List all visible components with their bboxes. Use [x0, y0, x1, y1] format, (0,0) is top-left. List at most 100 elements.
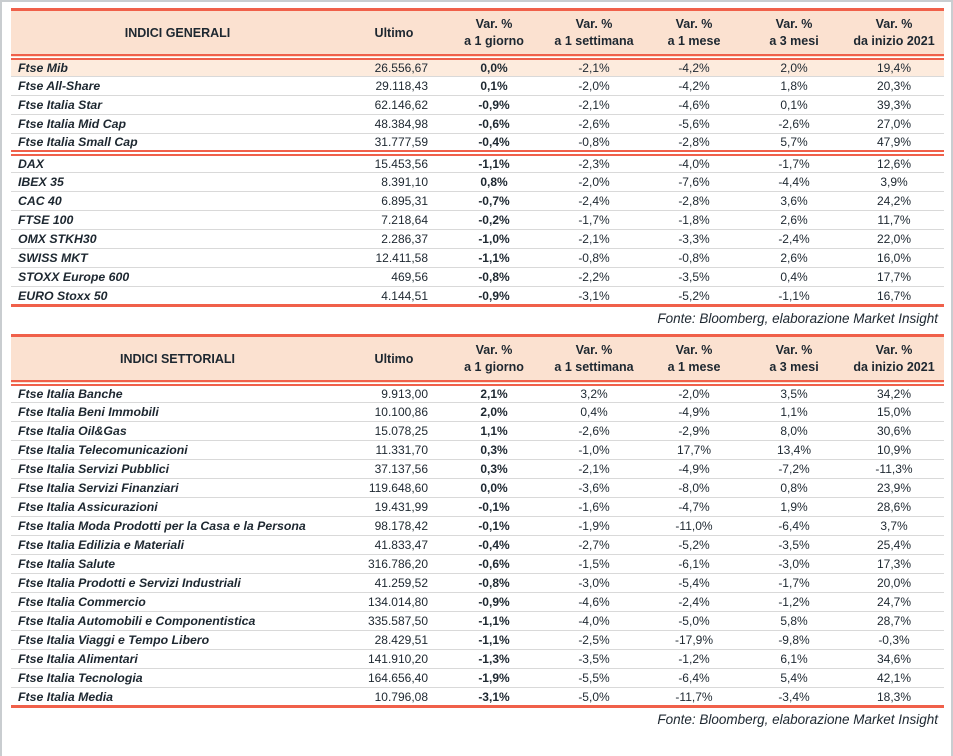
column-header-var: Var. % a 1 mese: [644, 8, 744, 60]
column-header-line1: Var. %: [875, 17, 913, 31]
var-1-month: -6,1%: [644, 554, 744, 574]
index-name: Ftse Italia Salute: [11, 554, 344, 574]
var-ytd-2021: -11,3%: [844, 459, 944, 479]
var-1-day: 0,1%: [444, 76, 544, 96]
column-header-var: Var. % a 3 mesi: [744, 334, 844, 386]
last-price: 316.786,20: [344, 554, 444, 574]
index-row: Ftse Italia Star 62.146,62 -0,9% -2,1% -4,6%…: [11, 95, 944, 115]
var-1-week: 0,4%: [544, 402, 644, 422]
index-row: Ftse Italia Tecnologia 164.656,40 -1,9% -5,…: [11, 668, 944, 688]
last-price: 2.286,37: [344, 229, 444, 249]
var-1-week: -0,8%: [544, 248, 644, 268]
table-title: INDICI GENERALI: [11, 8, 344, 60]
index-name: Ftse Italia Beni Immobili: [11, 402, 344, 422]
var-3-months: -1,1%: [744, 286, 844, 307]
last-price: 31.777,59: [344, 133, 444, 156]
var-3-months: -1,7%: [744, 573, 844, 593]
source-note: Fonte: Bloomberg, elaborazione Market In…: [657, 712, 938, 727]
index-name: Ftse Italia Servizi Pubblici: [11, 459, 344, 479]
last-price: 28.429,51: [344, 630, 444, 650]
var-1-day: -1,9%: [444, 668, 544, 688]
var-1-day: -0,9%: [444, 592, 544, 612]
column-header-line1: Var. %: [775, 343, 813, 357]
last-price: 10.100,86: [344, 402, 444, 422]
var-3-months: -2,4%: [744, 229, 844, 249]
var-ytd-2021: 16,7%: [844, 286, 944, 307]
header-row: INDICI SETTORIALI Ultimo Var. % a 1 giorno V…: [11, 334, 944, 386]
var-3-months: 3,6%: [744, 191, 844, 211]
var-1-day: 2,1%: [444, 383, 544, 403]
index-row: Ftse Italia Moda Prodotti per la Casa e …: [11, 516, 944, 536]
var-3-months: -1,2%: [744, 592, 844, 612]
var-ytd-2021: 16,0%: [844, 248, 944, 268]
var-1-week: -4,0%: [544, 611, 644, 631]
index-row: SWISS MKT 12.411,58 -1,1% -0,8% -0,8% 2,6% 16,…: [11, 248, 944, 268]
var-1-week: -1,9%: [544, 516, 644, 536]
column-header-line2: a 1 mese: [667, 360, 721, 374]
column-header-line1: Var. %: [575, 343, 613, 357]
index-name: Ftse Italia Edilizia e Materiali: [11, 535, 344, 555]
last-price: 134.014,80: [344, 592, 444, 612]
last-price: 119.648,60: [344, 478, 444, 498]
var-1-week: -2,3%: [544, 153, 644, 173]
column-header-line1: Var. %: [875, 343, 913, 357]
var-3-months: 0,8%: [744, 478, 844, 498]
var-1-month: -4,6%: [644, 95, 744, 115]
var-3-months: -1,7%: [744, 153, 844, 173]
index-row: Ftse Italia Telecomunicazioni 11.331,70 0,…: [11, 440, 944, 460]
var-1-month: -7,6%: [644, 172, 744, 192]
last-price: 10.796,08: [344, 687, 444, 708]
var-ytd-2021: 42,1%: [844, 668, 944, 688]
var-ytd-2021: 20,3%: [844, 76, 944, 96]
var-1-week: -1,5%: [544, 554, 644, 574]
column-header-line1: Var. %: [675, 17, 713, 31]
var-ytd-2021: 34,2%: [844, 383, 944, 403]
var-1-week: -2,6%: [544, 114, 644, 134]
var-3-months: -9,8%: [744, 630, 844, 650]
index-row: Ftse Italia Beni Immobili 10.100,86 2,0% 0,…: [11, 402, 944, 422]
var-1-month: -11,7%: [644, 687, 744, 708]
var-1-day: 0,0%: [444, 478, 544, 498]
index-row: Ftse Italia Small Cap 31.777,59 -0,4% -0,8%…: [11, 133, 944, 156]
index-row: FTSE 100 7.218,64 -0,2% -1,7% -1,8% 2,6% 11,7%: [11, 210, 944, 230]
var-1-week: -1,6%: [544, 497, 644, 517]
var-1-month: -11,0%: [644, 516, 744, 536]
index-row: Ftse Italia Prodotti e Servizi Industria…: [11, 573, 944, 593]
var-1-month: -2,4%: [644, 592, 744, 612]
var-1-day: -1,1%: [444, 611, 544, 631]
var-ytd-2021: 19,4%: [844, 57, 944, 77]
var-ytd-2021: 39,3%: [844, 95, 944, 115]
last-price: 37.137,56: [344, 459, 444, 479]
index-row: Ftse Italia Viaggi e Tempo Libero 28.429,…: [11, 630, 944, 650]
var-3-months: -2,6%: [744, 114, 844, 134]
column-header-ultimo: Ultimo: [344, 334, 444, 386]
column-header-line1: Var. %: [775, 17, 813, 31]
index-row: STOXX Europe 600 469,56 -0,8% -2,2% -3,5% 0,4…: [11, 267, 944, 287]
var-3-months: 5,7%: [744, 133, 844, 156]
var-3-months: -7,2%: [744, 459, 844, 479]
header-row: INDICI GENERALI Ultimo Var. % a 1 giorno Var…: [11, 8, 944, 60]
var-ytd-2021: 24,7%: [844, 592, 944, 612]
column-header-line1: Var. %: [475, 343, 513, 357]
var-3-months: 2,6%: [744, 248, 844, 268]
index-name: Ftse Italia Assicurazioni: [11, 497, 344, 517]
indici-settoriali-section: INDICI SETTORIALI Ultimo Var. % a 1 giorno V…: [11, 334, 944, 733]
index-name: Ftse Italia Media: [11, 687, 344, 708]
var-1-week: -2,4%: [544, 191, 644, 211]
var-1-week: -2,1%: [544, 95, 644, 115]
var-1-week: -2,1%: [544, 57, 644, 77]
column-header-var: Var. % a 1 giorno: [444, 334, 544, 386]
index-name: Ftse Italia Telecomunicazioni: [11, 440, 344, 460]
var-1-day: -0,6%: [444, 554, 544, 574]
index-name: Ftse Italia Moda Prodotti per la Casa e …: [11, 516, 344, 536]
var-1-month: -4,9%: [644, 402, 744, 422]
var-1-month: -2,9%: [644, 421, 744, 441]
var-1-month: -4,2%: [644, 57, 744, 77]
var-1-month: -17,9%: [644, 630, 744, 650]
index-row: DAX 15.453,56 -1,1% -2,3% -4,0% -1,7% 12,6%: [11, 153, 944, 173]
index-name: EURO Stoxx 50: [11, 286, 344, 307]
index-row: Ftse Italia Edilizia e Materiali 41.833,4…: [11, 535, 944, 555]
column-header-line1: Var. %: [575, 17, 613, 31]
index-name: Ftse Italia Tecnologia: [11, 668, 344, 688]
var-ytd-2021: 17,7%: [844, 267, 944, 287]
